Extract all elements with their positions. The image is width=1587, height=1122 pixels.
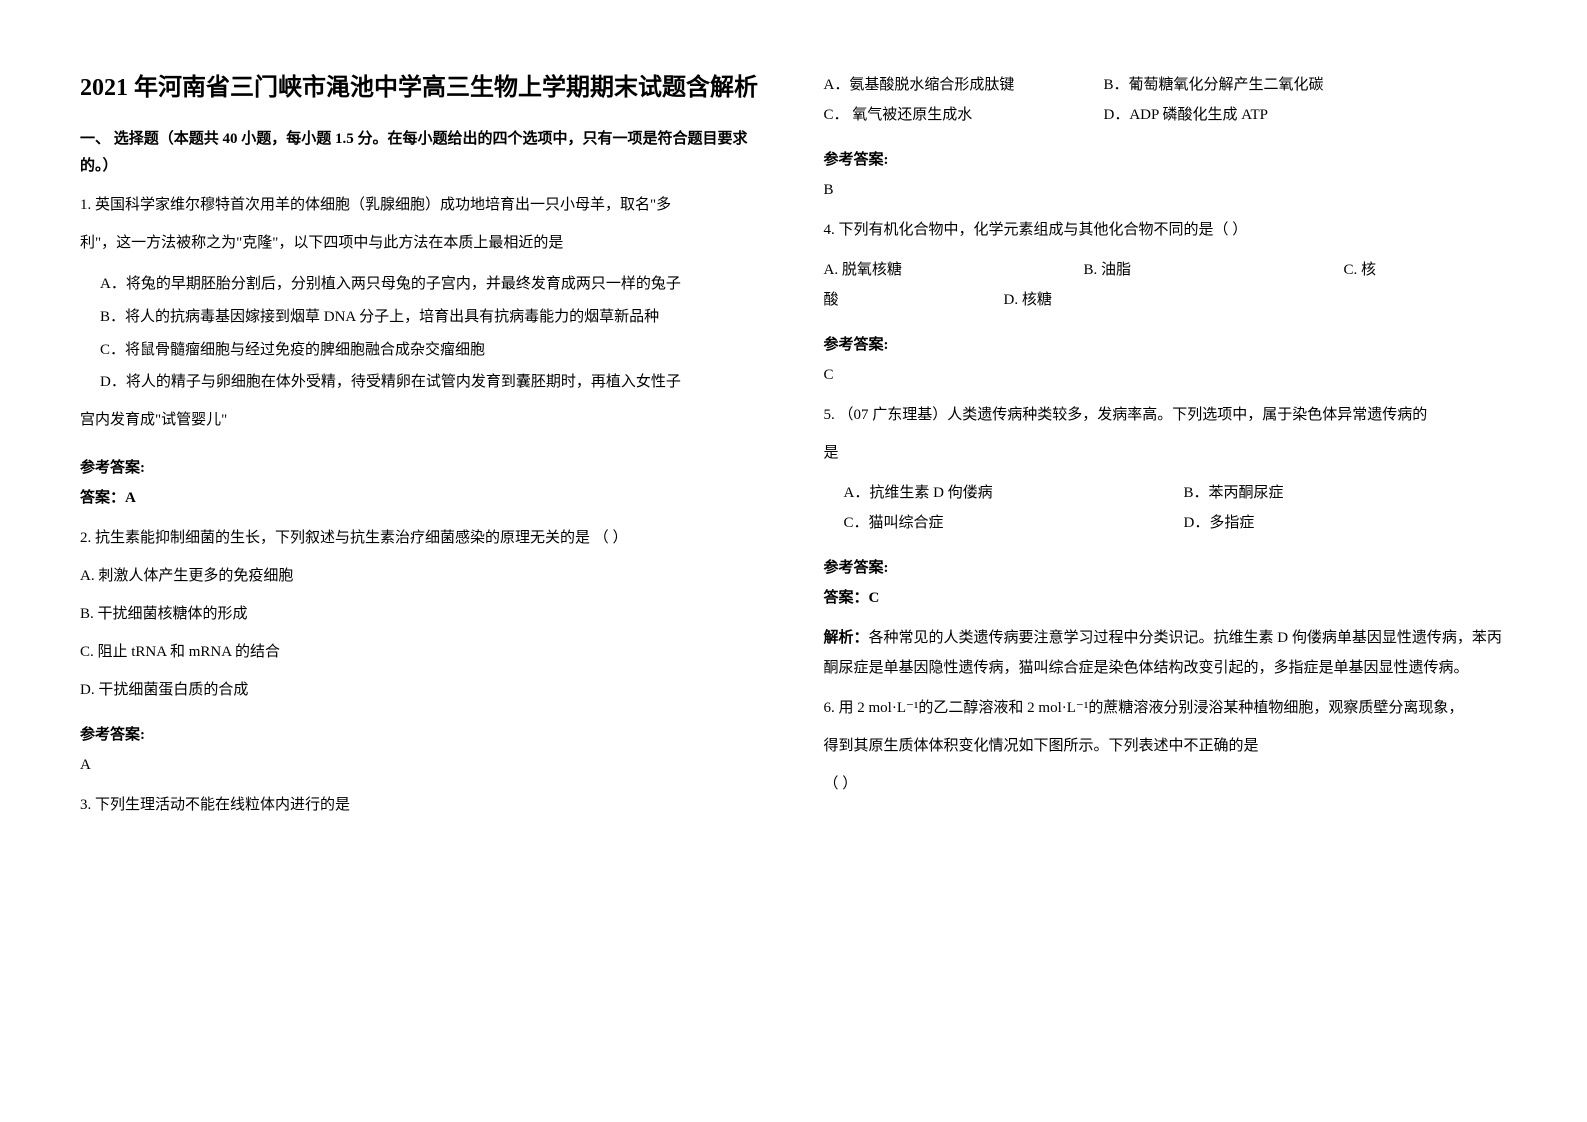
left-column: 2021 年河南省三门峡市渑池中学高三生物上学期期末试题含解析 一、 选择题（本… xyxy=(50,70,794,1082)
right-column: A．氨基酸脱水缩合形成肽键 B．葡萄糖氧化分解产生二氧化碳 C． 氧气被还原生成… xyxy=(794,70,1538,1082)
q4-option-b: B. 油脂 xyxy=(1084,255,1344,285)
q1-option-d-line2: 宫内发育成"试管婴儿" xyxy=(80,405,764,435)
q4-answer: C xyxy=(824,360,1508,390)
q4-answer-label: 参考答案: xyxy=(824,330,1508,360)
q3-stem: 3. 下列生理活动不能在线粒体内进行的是 xyxy=(80,790,764,820)
q2-option-c: C. 阻止 tRNA 和 mRNA 的结合 xyxy=(80,637,764,667)
q5-explanation-label: 解析： xyxy=(824,630,869,646)
q5-option-d: D．多指症 xyxy=(1184,508,1255,538)
q4-options-row1: A. 脱氧核糖 B. 油脂 C. 核 xyxy=(824,255,1508,285)
q3-option-a: A．氨基酸脱水缩合形成肽键 xyxy=(824,70,1104,100)
section-header: 一、 选择题（本题共 40 小题，每小题 1.5 分。在每小题给出的四个选项中，… xyxy=(80,126,764,180)
q1-stem-line1: 1. 英国科学家维尔穆特首次用羊的体细胞（乳腺细胞）成功地培育出一只小母羊，取名… xyxy=(80,190,764,220)
q2-answer: A xyxy=(80,750,764,780)
q5-answer-label: 参考答案: xyxy=(824,553,1508,583)
q5-option-a: A．抗维生素 D 佝偻病 xyxy=(844,478,1184,508)
q2-stem: 2. 抗生素能抑制细菌的生长，下列叙述与抗生素治疗细菌感染的原理无关的是 （ ） xyxy=(80,523,764,553)
q4-options-row2: 酸 D. 核糖 xyxy=(824,285,1508,315)
q1-option-b: B．将人的抗病毒基因嫁接到烟草 DNA 分子上，培育出具有抗病毒能力的烟草新品种 xyxy=(80,301,764,334)
q5-option-c: C．猫叫综合症 xyxy=(844,508,1184,538)
q1-answer: 答案：A xyxy=(80,483,764,513)
q5-stem-line2: 是 xyxy=(824,438,1508,468)
q5-answer: 答案：C xyxy=(824,583,1508,613)
q4-stem: 4. 下列有机化合物中，化学元素组成与其他化合物不同的是（ ） xyxy=(824,215,1508,245)
q2-answer-label: 参考答案: xyxy=(80,720,764,750)
q1-answer-label: 参考答案: xyxy=(80,453,764,483)
q4-option-a: A. 脱氧核糖 xyxy=(824,255,1084,285)
q2-option-a: A. 刺激人体产生更多的免疫细胞 xyxy=(80,561,764,591)
q3-option-d: D．ADP 磷酸化生成 ATP xyxy=(1104,100,1268,130)
q6-stem-line2: 得到其原生质体体积变化情况如下图所示。下列表述中不正确的是 xyxy=(824,731,1508,761)
q3-options-row1: A．氨基酸脱水缩合形成肽键 B．葡萄糖氧化分解产生二氧化碳 xyxy=(824,70,1508,100)
q4-option-c: C. 核 xyxy=(1344,255,1377,285)
q5-options-row2: C．猫叫综合症 D．多指症 xyxy=(824,508,1508,538)
q5-option-b: B．苯丙酮尿症 xyxy=(1184,478,1284,508)
q1-stem-line2: 利"，这一方法被称之为"克隆"，以下四项中与此方法在本质上最相近的是 xyxy=(80,228,764,258)
q5-options-row1: A．抗维生素 D 佝偻病 B．苯丙酮尿症 xyxy=(824,478,1508,508)
q6-stem-line1: 6. 用 2 mol·L⁻¹的乙二醇溶液和 2 mol·L⁻¹的蔗糖溶液分别浸浴… xyxy=(824,693,1508,723)
q3-answer: B xyxy=(824,175,1508,205)
q6-stem-line3: （ ） xyxy=(824,769,1508,799)
document-title: 2021 年河南省三门峡市渑池中学高三生物上学期期末试题含解析 xyxy=(80,70,764,106)
q5-explanation: 解析：各种常见的人类遗传病要注意学习过程中分类识记。抗维生素 D 佝偻病单基因显… xyxy=(824,623,1508,683)
q3-option-c: C． 氧气被还原生成水 xyxy=(824,100,1104,130)
q2-option-d: D. 干扰细菌蛋白质的合成 xyxy=(80,675,764,705)
q4-option-c-cont: 酸 xyxy=(824,285,1004,315)
q1-option-c: C．将鼠骨髓瘤细胞与经过免疫的脾细胞融合成杂交瘤细胞 xyxy=(80,334,764,367)
q2-option-b: B. 干扰细菌核糖体的形成 xyxy=(80,599,764,629)
q3-options-row2: C． 氧气被还原生成水 D．ADP 磷酸化生成 ATP xyxy=(824,100,1508,130)
q1-option-d-line1: D．将人的精子与卵细胞在体外受精，待受精卵在试管内发育到囊胚期时，再植入女性子 xyxy=(80,367,764,397)
q5-explanation-text: 各种常见的人类遗传病要注意学习过程中分类识记。抗维生素 D 佝偻病单基因显性遗传… xyxy=(824,630,1502,676)
q3-answer-label: 参考答案: xyxy=(824,145,1508,175)
q5-stem-line1: 5. （07 广东理基）人类遗传病种类较多，发病率高。下列选项中，属于染色体异常… xyxy=(824,400,1508,430)
q3-option-b: B．葡萄糖氧化分解产生二氧化碳 xyxy=(1104,70,1324,100)
q4-option-d: D. 核糖 xyxy=(1004,285,1052,315)
q1-option-a: A．将兔的早期胚胎分割后，分别植入两只母兔的子宫内，并最终发育成两只一样的兔子 xyxy=(80,268,764,301)
